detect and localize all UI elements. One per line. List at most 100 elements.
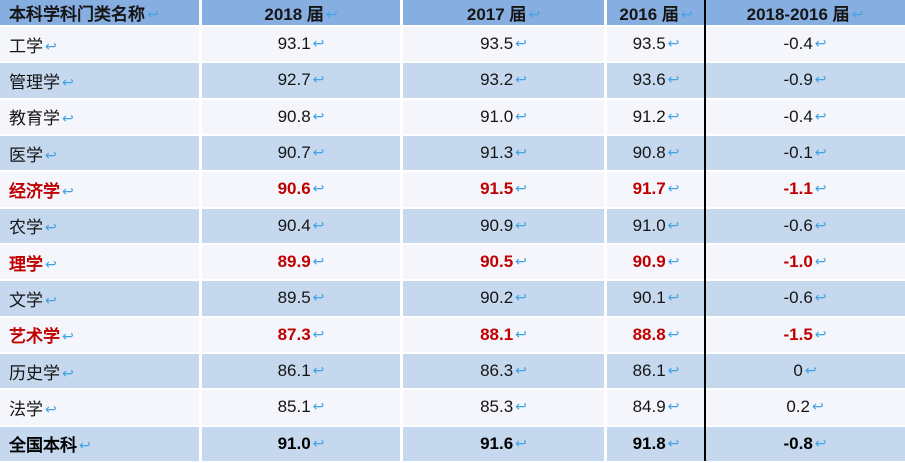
cell-value[interactable]: -0.9 ↩	[705, 63, 905, 100]
cell-value[interactable]: 0 ↩	[705, 353, 905, 391]
cell-value[interactable]: -0.6 ↩	[705, 208, 905, 245]
cell-value[interactable]: 86.3 ↩	[403, 353, 607, 391]
line-break-mark-icon: ↩	[515, 144, 527, 161]
cell-value[interactable]: 88.8 ↩	[607, 317, 705, 354]
column-header-label: 2018 届	[264, 5, 324, 24]
cell-value[interactable]: 93.6 ↩	[607, 63, 705, 100]
cell-value[interactable]: 93.5 ↩	[403, 27, 607, 64]
table-row: 文学 ↩ 89.5 ↩ 90.2 ↩ 90.1 ↩ -0.6 ↩	[0, 281, 905, 318]
cell-value[interactable]: 91.2 ↩	[607, 99, 705, 136]
line-break-mark-icon: ↩	[667, 398, 680, 415]
column-header-label: 本科学科门类名称	[9, 5, 145, 24]
value: 89.9	[277, 252, 311, 272]
row-label[interactable]: 法学 ↩	[0, 390, 202, 427]
cell-value[interactable]: 90.9 ↩	[607, 244, 705, 282]
line-break-mark-icon: ↩	[814, 107, 827, 124]
table-row-highlighted: 经济学 ↩ 90.6 ↩ 91.5 ↩ 91.7 ↩ -1.1 ↩	[0, 172, 905, 209]
cell-value[interactable]: 89.9 ↩	[202, 244, 403, 282]
cell-value[interactable]: 91.0 ↩	[403, 99, 607, 136]
value: -1.0	[783, 252, 813, 272]
row-label[interactable]: 教育学 ↩	[0, 99, 202, 136]
value: 85.3	[480, 397, 514, 417]
cell-value[interactable]: -0.1 ↩	[705, 135, 905, 173]
table-row: 法学 ↩ 85.1 ↩ 85.3 ↩ 84.9 ↩ 0.2 ↩	[0, 390, 905, 427]
cell-value[interactable]: 93.1 ↩	[202, 27, 403, 64]
cell-value[interactable]: 90.2 ↩	[403, 281, 607, 318]
cell-value[interactable]: -0.4 ↩	[705, 99, 905, 136]
cell-value[interactable]: 90.9 ↩	[403, 208, 607, 245]
line-break-mark-icon: ↩	[515, 325, 527, 342]
value: 0.2	[786, 397, 810, 417]
line-break-mark-icon: ↩	[62, 182, 74, 199]
cell-value[interactable]: 91.8 ↩	[607, 426, 705, 463]
cell-value[interactable]: 85.1 ↩	[202, 390, 403, 427]
cell-value[interactable]: 89.5 ↩	[202, 281, 403, 318]
cell-value[interactable]: -1.5 ↩	[705, 317, 905, 354]
cell-value[interactable]: 88.1 ↩	[403, 317, 607, 354]
column-header-label: 2017 届	[466, 5, 527, 24]
cell-value[interactable]: 90.1 ↩	[607, 281, 705, 318]
value: 0	[793, 361, 803, 381]
row-label[interactable]: 管理学 ↩	[0, 63, 202, 100]
line-break-mark-icon: ↩	[528, 6, 541, 22]
row-label[interactable]: 医学 ↩	[0, 135, 202, 173]
column-header-diff[interactable]: 2018-2016 届 ↩	[705, 0, 905, 27]
cell-value[interactable]: 91.3 ↩	[403, 135, 607, 173]
row-label[interactable]: 工学 ↩	[0, 27, 202, 64]
cell-value[interactable]: 92.7 ↩	[202, 63, 403, 100]
row-label[interactable]: 历史学 ↩	[0, 353, 202, 391]
column-header-discipline[interactable]: 本科学科门类名称 ↩	[0, 0, 202, 27]
cell-value[interactable]: -0.6 ↩	[705, 281, 905, 318]
row-label[interactable]: 经济学 ↩	[0, 172, 202, 209]
line-break-mark-icon: ↩	[312, 398, 325, 415]
cell-value[interactable]: 90.7 ↩	[202, 135, 403, 173]
cell-value[interactable]: 90.4 ↩	[202, 208, 403, 245]
discipline-name: 全国本科	[9, 436, 77, 456]
row-label[interactable]: 农学 ↩	[0, 208, 202, 245]
value: 91.3	[480, 143, 514, 163]
line-break-mark-icon: ↩	[667, 362, 680, 379]
cell-value[interactable]: 91.0 ↩	[607, 208, 705, 245]
cell-value[interactable]: -1.1 ↩	[705, 172, 905, 209]
cell-value[interactable]: 91.6 ↩	[403, 426, 607, 463]
row-label[interactable]: 文学 ↩	[0, 281, 202, 318]
row-label[interactable]: 理学 ↩	[0, 244, 202, 282]
cell-value[interactable]: -0.8 ↩	[705, 426, 905, 463]
column-header-2018[interactable]: 2018 届 ↩	[202, 0, 403, 27]
cell-value[interactable]: 93.5 ↩	[607, 27, 705, 64]
cell-value[interactable]: 90.6 ↩	[202, 172, 403, 209]
value: 93.2	[480, 70, 514, 90]
cell-value[interactable]: 90.8 ↩	[202, 99, 403, 136]
value: 88.8	[632, 324, 666, 344]
line-break-mark-icon: ↩	[515, 434, 527, 451]
line-break-mark-icon: ↩	[515, 253, 527, 270]
cell-value[interactable]: 91.5 ↩	[403, 172, 607, 209]
cell-value[interactable]: 90.5 ↩	[403, 244, 607, 282]
cell-value[interactable]: 86.1 ↩	[202, 353, 403, 391]
cell-value[interactable]: 87.3 ↩	[202, 317, 403, 354]
cell-value[interactable]: 91.7 ↩	[607, 172, 705, 209]
line-break-mark-icon: ↩	[667, 71, 680, 88]
column-header-2017[interactable]: 2017 届 ↩	[403, 0, 607, 27]
cell-value[interactable]: -0.4 ↩	[705, 27, 905, 64]
value: -1.5	[783, 324, 813, 344]
line-break-mark-icon: ↩	[851, 6, 864, 22]
cell-value[interactable]: 85.3 ↩	[403, 390, 607, 427]
line-break-mark-icon: ↩	[515, 398, 527, 415]
column-header-2016[interactable]: 2016 届 ↩	[607, 0, 705, 27]
value: -0.4	[783, 34, 813, 54]
cell-value[interactable]: 93.2 ↩	[403, 63, 607, 100]
value: -0.9	[783, 70, 813, 90]
row-label[interactable]: 艺术学 ↩	[0, 317, 202, 354]
cell-value[interactable]: 84.9 ↩	[607, 390, 705, 427]
row-label[interactable]: 全国本科 ↩	[0, 426, 202, 463]
cell-value[interactable]: 0.2 ↩	[705, 390, 905, 427]
discipline-name: 历史学	[9, 363, 60, 383]
cell-value[interactable]: -1.0 ↩	[705, 244, 905, 282]
value: 91.7	[632, 179, 666, 199]
cell-value[interactable]: 91.0 ↩	[202, 426, 403, 463]
cell-value[interactable]: 90.8 ↩	[607, 135, 705, 173]
line-break-mark-icon: ↩	[312, 434, 325, 451]
cell-value[interactable]: 86.1 ↩	[607, 353, 705, 391]
line-break-mark-icon: ↩	[312, 253, 325, 270]
